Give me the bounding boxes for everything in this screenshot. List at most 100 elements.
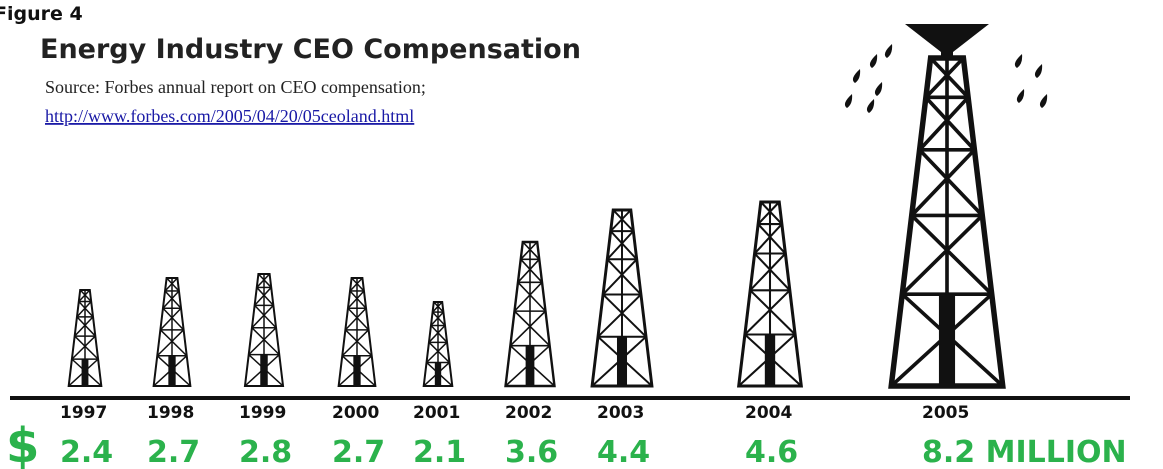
value-label: 4.6 xyxy=(745,435,798,469)
derrick-pipe xyxy=(764,334,776,386)
derrick-pipe xyxy=(168,355,176,386)
derrick-brace xyxy=(612,209,635,232)
derrick-brace xyxy=(257,273,272,288)
derrick-brace xyxy=(76,316,96,337)
derrick-brace xyxy=(251,327,280,356)
oil-drop xyxy=(844,94,853,108)
value-label: 2.8 xyxy=(239,435,292,469)
derrick-brace xyxy=(918,148,984,217)
derrick-brace xyxy=(432,311,446,327)
derrick xyxy=(888,55,1006,389)
derrick-brace xyxy=(159,307,182,331)
derrick-brace xyxy=(753,223,783,255)
derrick-brace xyxy=(344,329,373,357)
derrick-brace xyxy=(517,281,547,312)
derrick-brace xyxy=(606,230,635,260)
x-tick-label: 1997 xyxy=(60,403,107,423)
derrick-brace xyxy=(159,329,188,357)
derrick-brace xyxy=(760,201,783,225)
derrick-brace xyxy=(164,277,178,292)
derrick-pipe xyxy=(260,354,268,386)
oil-drop xyxy=(869,54,878,68)
derrick-brace xyxy=(509,310,547,347)
derrick-pipe xyxy=(353,355,361,386)
derrick-brace xyxy=(256,286,274,306)
x-tick-label: 2000 xyxy=(332,403,379,423)
derrick-brace xyxy=(162,307,185,331)
value-label: 8.2 MILLION xyxy=(922,435,1127,469)
derrick-brace xyxy=(351,277,365,292)
derrick-brace xyxy=(749,289,796,336)
oil-drop xyxy=(1039,94,1048,108)
derrick-brace xyxy=(156,329,185,357)
value-label: 2.7 xyxy=(332,435,385,469)
derrick-brace xyxy=(76,301,92,318)
source-link[interactable]: http://www.forbes.com/2005/04/20/05ceola… xyxy=(45,106,414,126)
figure-label: Figure 4 xyxy=(0,3,83,25)
derrick-brace xyxy=(251,304,274,329)
derrick-brace xyxy=(248,327,277,356)
oil-drop xyxy=(866,99,875,113)
value-label: 3.6 xyxy=(505,435,558,469)
currency-symbol: $ xyxy=(6,418,39,469)
derrick-brace xyxy=(602,258,638,296)
derrick xyxy=(243,273,285,387)
derrick-pipe xyxy=(434,362,442,386)
derrick xyxy=(504,240,556,388)
derrick-brace xyxy=(520,258,543,283)
derrick-brace xyxy=(757,223,787,255)
derrick-brace xyxy=(606,258,642,296)
derrick-brace xyxy=(349,277,363,292)
value-label: 2.4 xyxy=(60,435,113,469)
x-tick-label: 2002 xyxy=(505,403,552,423)
derrick-brace xyxy=(254,286,272,306)
value-label: 2.7 xyxy=(147,435,200,469)
derrick-brace xyxy=(744,289,791,336)
derrick-brace xyxy=(430,311,444,327)
derrick-brace xyxy=(900,214,984,296)
derrick-brace xyxy=(924,56,965,99)
funnel xyxy=(905,24,989,58)
chart-title: Energy Industry CEO Compensation xyxy=(40,34,581,65)
derrick-brace xyxy=(910,148,976,217)
derrick-brace xyxy=(347,290,365,309)
derrick-brace xyxy=(517,258,540,283)
derrick-brace xyxy=(753,252,791,292)
derrick-pipe xyxy=(81,359,89,386)
x-tick-label: 1998 xyxy=(147,403,194,423)
derrick xyxy=(337,277,377,387)
derrick-brace xyxy=(254,304,277,329)
oil-drop xyxy=(1034,64,1043,78)
derrick-brace xyxy=(344,307,367,331)
derrick-brace xyxy=(71,335,96,360)
derrick-brace xyxy=(162,290,180,309)
derrick-brace xyxy=(347,307,370,331)
derrick xyxy=(422,301,454,387)
derrick-brace xyxy=(609,209,632,232)
derrick xyxy=(590,208,654,388)
derrick-brace xyxy=(166,277,180,292)
x-tick-label: 1999 xyxy=(239,403,286,423)
x-tick-label: 2004 xyxy=(745,403,792,423)
derrick-brace xyxy=(513,310,551,347)
derrick-brace xyxy=(924,96,976,152)
derrick-brace xyxy=(428,325,446,343)
oil-drop xyxy=(884,44,893,58)
derrick-pipe xyxy=(938,294,956,386)
x-tick-label: 2001 xyxy=(413,403,460,423)
derrick-brace xyxy=(513,281,543,312)
derrick-brace xyxy=(749,252,787,292)
derrick-brace xyxy=(520,241,538,260)
derrick-brace xyxy=(428,341,450,364)
derrick-brace xyxy=(341,329,370,357)
derrick-brace xyxy=(602,293,647,338)
oil-drop xyxy=(852,69,861,83)
derrick-brace xyxy=(522,241,540,260)
derrick-brace xyxy=(430,325,448,343)
derrick-brace xyxy=(74,335,99,360)
oil-drop xyxy=(1016,89,1025,103)
derrick-brace xyxy=(910,214,994,296)
derrick-brace xyxy=(164,290,182,309)
derrick-brace xyxy=(349,290,367,309)
value-label: 2.1 xyxy=(413,435,466,469)
